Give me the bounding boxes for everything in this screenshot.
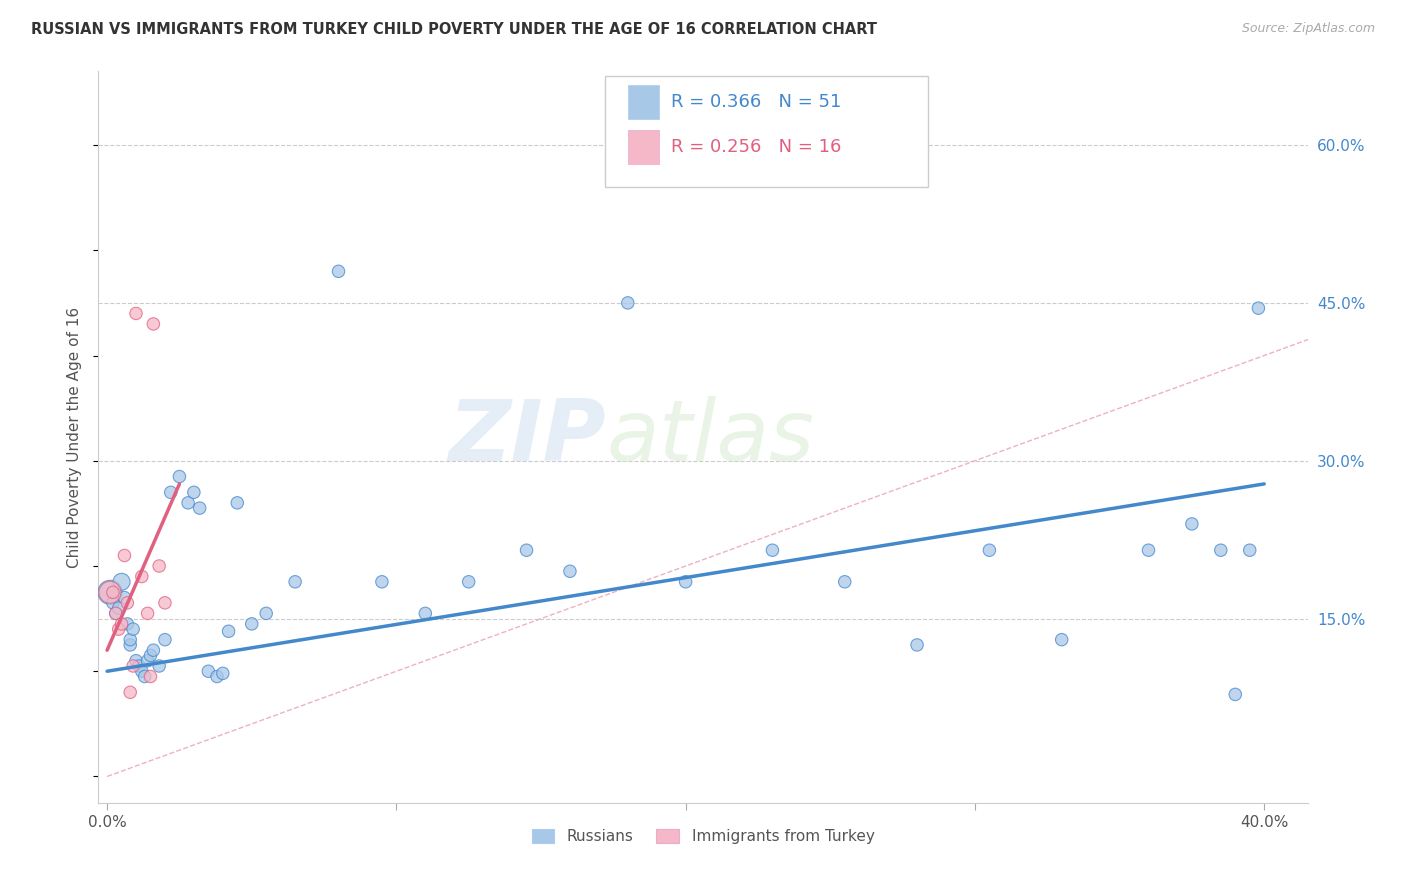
Point: [117, 596, 139, 610]
Legend: Russians, Immigrants from Turkey: Russians, Immigrants from Turkey: [526, 822, 880, 850]
Point: [104, 607, 127, 621]
Point: [159, 485, 181, 500]
Point: [101, 596, 124, 610]
Point: [834, 574, 856, 589]
Point: [761, 543, 783, 558]
Text: R = 0.366   N = 51: R = 0.366 N = 51: [671, 94, 841, 112]
Point: [153, 596, 176, 610]
Point: [515, 543, 537, 558]
Point: [617, 296, 640, 310]
Point: [136, 607, 159, 621]
Point: [1209, 543, 1232, 558]
Point: [128, 659, 150, 673]
Point: [120, 638, 142, 652]
Point: [183, 485, 205, 500]
Point: [558, 564, 581, 578]
Point: [413, 607, 436, 621]
Point: [98, 585, 121, 599]
Point: [114, 591, 136, 605]
Point: [110, 574, 132, 589]
Point: [101, 585, 124, 599]
Point: [125, 306, 148, 320]
Point: [153, 632, 176, 647]
Point: [139, 648, 162, 663]
Point: [211, 666, 233, 681]
Point: [107, 622, 129, 636]
Point: [107, 601, 129, 615]
Text: RUSSIAN VS IMMIGRANTS FROM TURKEY CHILD POVERTY UNDER THE AGE OF 16 CORRELATION : RUSSIAN VS IMMIGRANTS FROM TURKEY CHILD …: [31, 22, 877, 37]
Point: [1225, 687, 1247, 701]
Point: [284, 574, 307, 589]
Point: [131, 665, 153, 679]
Point: [148, 659, 170, 673]
Point: [142, 317, 165, 331]
Point: [136, 654, 159, 668]
Point: [254, 607, 277, 621]
Point: [205, 669, 228, 683]
Point: [104, 607, 127, 621]
Point: [218, 624, 240, 639]
Point: [1050, 632, 1073, 647]
Point: [131, 569, 153, 583]
Point: [98, 585, 121, 599]
Text: atlas: atlas: [606, 395, 814, 479]
Point: [114, 549, 136, 563]
Point: [197, 665, 219, 679]
Point: [134, 669, 156, 683]
Point: [457, 574, 479, 589]
Point: [122, 659, 145, 673]
Text: ZIP: ZIP: [449, 395, 606, 479]
Point: [979, 543, 1001, 558]
Point: [371, 574, 394, 589]
Y-axis label: Child Poverty Under the Age of 16: Child Poverty Under the Age of 16: [67, 307, 83, 567]
Text: Source: ZipAtlas.com: Source: ZipAtlas.com: [1241, 22, 1375, 36]
Point: [177, 496, 200, 510]
Point: [328, 264, 350, 278]
Point: [1181, 516, 1204, 531]
Point: [1137, 543, 1160, 558]
Point: [1247, 301, 1270, 315]
Point: [139, 669, 162, 683]
Point: [169, 469, 191, 483]
Point: [117, 616, 139, 631]
Point: [110, 616, 132, 631]
Point: [148, 559, 170, 574]
Point: [125, 654, 148, 668]
Point: [675, 574, 697, 589]
Point: [142, 643, 165, 657]
Point: [188, 501, 211, 516]
Point: [120, 685, 142, 699]
Point: [240, 616, 263, 631]
Text: R = 0.256   N = 16: R = 0.256 N = 16: [671, 138, 841, 156]
Point: [1239, 543, 1261, 558]
Point: [226, 496, 249, 510]
Point: [120, 632, 142, 647]
Point: [122, 622, 145, 636]
Point: [905, 638, 928, 652]
